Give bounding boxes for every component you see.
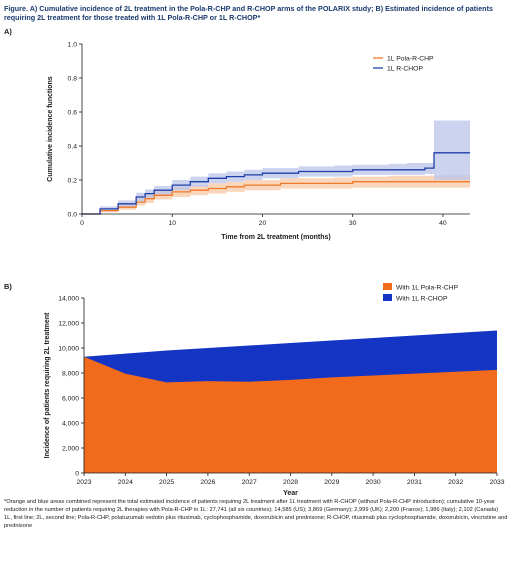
x-axis-title: Year <box>283 490 298 497</box>
x-tick-label: 2030 <box>366 479 381 486</box>
legend-label-1: 1L R-CHOP <box>387 65 423 72</box>
y-tick-label: 0.0 <box>68 211 78 218</box>
x-tick-label: 2032 <box>448 479 463 486</box>
footnotes: *Orange and blue areas combined represen… <box>4 499 516 531</box>
y-tick-label: 0.4 <box>68 143 78 150</box>
figure-title: Figure. A) Cumulative incidence of 2L tr… <box>4 4 493 22</box>
y-tick-label: 8,000 <box>62 370 79 377</box>
y-tick-label: 0.8 <box>68 75 78 82</box>
x-tick-label: 0 <box>80 220 84 227</box>
footnote-abbreviations: 1L, first line; 2L, second line; Pola-R-… <box>4 515 508 529</box>
y-tick-label: 2,000 <box>62 445 79 452</box>
cumulative-incidence-chart: 0.0 0.2 0.4 0.6 0.8 1.0 0 10 20 30 40 Time from 2L … <box>47 41 470 241</box>
ci-band-0 <box>82 174 470 214</box>
x-tick-label: 20 <box>259 220 267 227</box>
x-tick-label: 2031 <box>407 479 422 486</box>
x-tick-label: 2028 <box>283 479 298 486</box>
x-tick-label: 40 <box>439 220 447 227</box>
x-tick-label: 30 <box>349 220 357 227</box>
incidence-area-chart: 0 2,000 4,000 6,000 8,000 10,000 12,000 14,000 2… <box>44 283 505 497</box>
x-tick-label: 2033 <box>489 479 504 486</box>
y-axis-title: Incidence of patients requiring 2L treat… <box>44 312 51 458</box>
x-tick-label: 2024 <box>118 479 133 486</box>
y-tick-label: 4,000 <box>62 420 79 427</box>
y-tick-label: 1.0 <box>68 41 78 48</box>
x-tick-label: 2027 <box>242 479 257 486</box>
x-tick-label: 2025 <box>159 479 174 486</box>
series-line-1 <box>82 152 470 215</box>
legend-swatch-1 <box>383 294 392 301</box>
area-pola <box>84 356 497 473</box>
y-tick-label: 6,000 <box>62 395 79 402</box>
y-tick-label: 0.2 <box>68 177 78 184</box>
y-tick-label: 12,000 <box>58 320 79 327</box>
x-axis-title: Time from 2L treatment (months) <box>221 234 330 241</box>
y-tick-label: 0 <box>75 470 79 477</box>
legend-label-1: With 1L R-CHOP <box>396 295 448 302</box>
panel-a-label: A) <box>4 27 12 36</box>
panel-b-label: B) <box>4 282 12 291</box>
x-tick-label: 2029 <box>324 479 339 486</box>
x-tick-label: 2026 <box>200 479 215 486</box>
footnote-asterisk: *Orange and blue areas combined represen… <box>4 499 499 513</box>
y-tick-label: 14,000 <box>58 295 79 302</box>
y-tick-label: 10,000 <box>58 345 79 352</box>
legend-label-0: With 1L Pola-R-CHP <box>396 284 459 291</box>
y-axis-title: Cumulative incidence functions <box>47 76 54 182</box>
x-tick-label: 2023 <box>76 479 91 486</box>
legend-swatch-0 <box>383 283 392 290</box>
ci-band-1 <box>82 120 470 214</box>
legend-label-0: 1L Pola-R-CHP <box>387 55 434 62</box>
y-tick-label: 0.6 <box>68 109 78 116</box>
x-tick-label: 10 <box>168 220 176 227</box>
